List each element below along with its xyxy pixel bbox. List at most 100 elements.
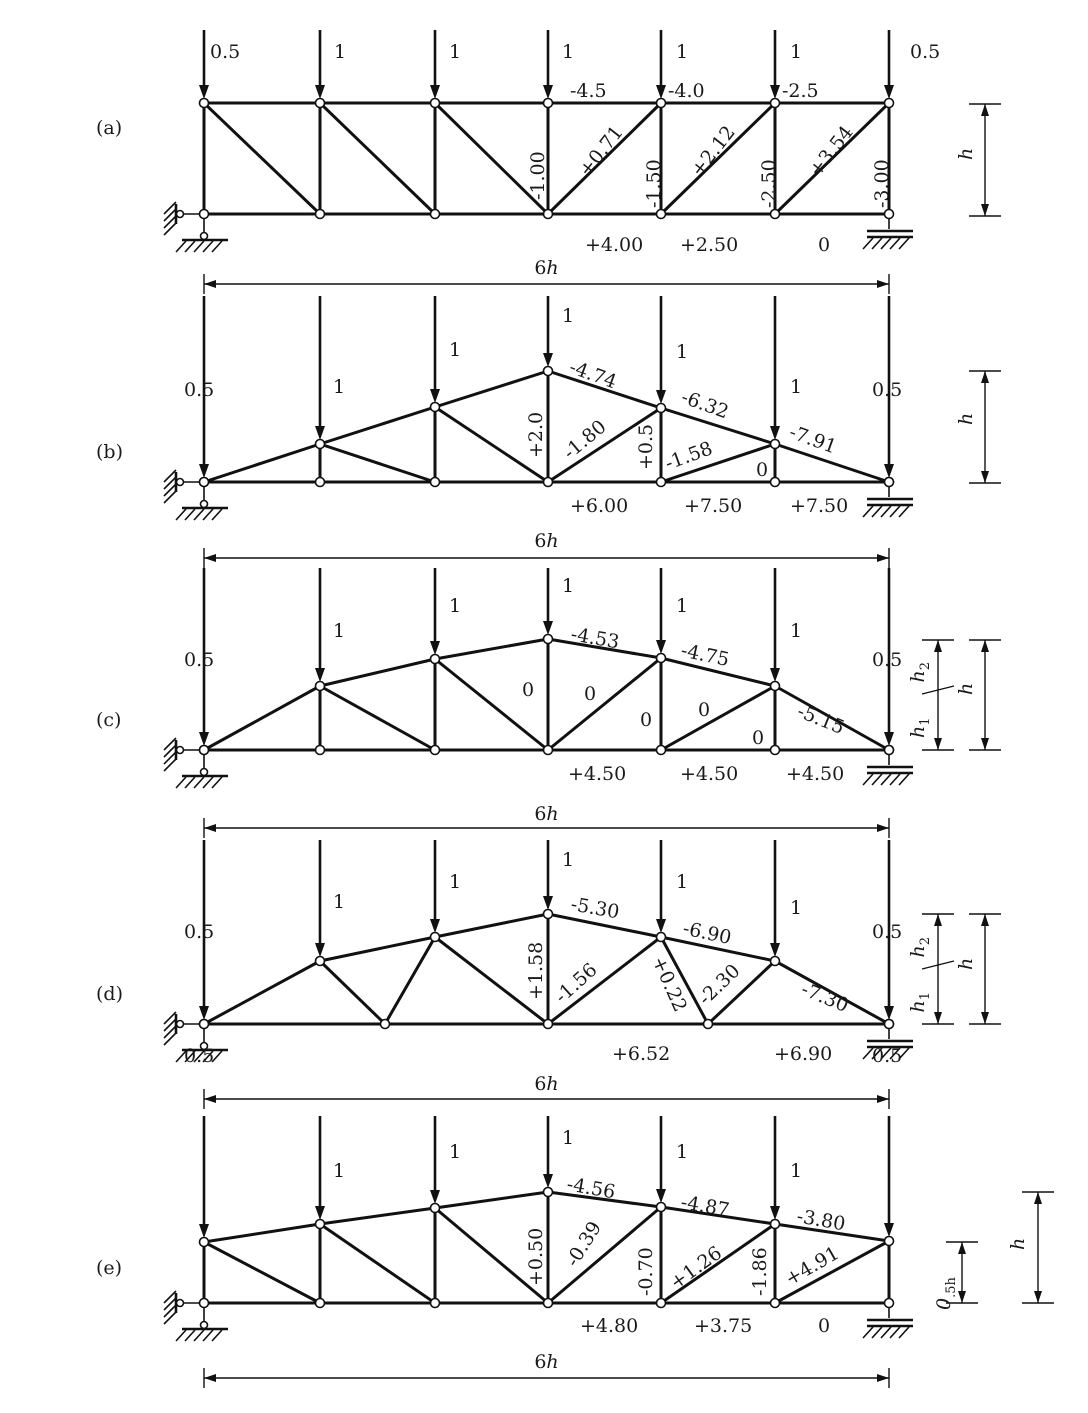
load-label: 1 xyxy=(333,620,345,642)
member-force-label: -6.32 xyxy=(678,386,731,423)
member-force-label: +4.00 xyxy=(585,234,643,256)
member-force-label: +2.0 xyxy=(525,412,547,458)
truss-node xyxy=(429,653,441,665)
truss-node xyxy=(883,1297,895,1309)
truss-member xyxy=(202,1222,322,1244)
load-label: 1 xyxy=(333,1160,345,1182)
member-force-label: -1.86 xyxy=(749,1247,771,1296)
load-label: 1 xyxy=(676,871,688,893)
truss-node xyxy=(655,744,667,756)
load-arrow: 1 xyxy=(656,296,688,404)
truss-node xyxy=(542,1186,554,1198)
height-dimension: h xyxy=(955,103,1001,217)
height-dimension: h xyxy=(955,913,1001,1025)
member-force-label: -4.0 xyxy=(668,80,705,102)
truss-node xyxy=(655,931,667,943)
load-arrow-head xyxy=(315,668,325,682)
truss-member xyxy=(433,369,550,409)
truss-node xyxy=(314,955,326,967)
member-force-label: +4.50 xyxy=(680,763,738,785)
roller-support xyxy=(862,755,913,786)
load-arrow-head xyxy=(543,353,553,367)
truss-node xyxy=(769,208,781,220)
load-label: 1 xyxy=(449,595,461,617)
height-label-half: 0.5h xyxy=(933,1277,959,1310)
member-force-label: -1.58 xyxy=(662,437,715,474)
span-dimension: 6h xyxy=(203,1073,890,1109)
load-arrow: 0.5 xyxy=(184,296,214,478)
truss-member xyxy=(433,405,550,484)
roller-support xyxy=(862,1308,913,1339)
sub-height-dimension xyxy=(922,639,954,751)
member-force-label: +2.50 xyxy=(680,234,738,256)
load-arrow: 1 xyxy=(656,1116,688,1203)
truss-node xyxy=(198,476,210,488)
pin-support xyxy=(163,469,228,521)
truss-member xyxy=(202,1240,322,1305)
member-force-label: +7.50 xyxy=(790,495,848,517)
truss-node xyxy=(769,1218,781,1230)
load-label: 1 xyxy=(676,1141,688,1163)
load-label: 0.5 xyxy=(910,41,940,63)
load-arrow-head xyxy=(656,1189,666,1203)
load-arrow-head xyxy=(770,426,780,440)
load-arrow: 1 xyxy=(656,30,688,99)
member-force-label: +4.50 xyxy=(786,763,844,785)
truss-panel-a: (a) 0.5 1 1 1 1 1 0.5 -4.5 -4.0 -2.5 -1.00 +0.71 -1.5… xyxy=(96,30,1001,294)
height-label-h1: h1 xyxy=(907,992,933,1013)
truss-member xyxy=(318,405,437,446)
load-arrow: 1 xyxy=(770,296,802,440)
load-arrow-head xyxy=(770,85,780,99)
load-label: 1 xyxy=(676,595,688,617)
truss-node xyxy=(198,97,210,109)
load-arrow: 1 xyxy=(543,568,574,635)
height-label: h xyxy=(955,958,977,970)
truss-node xyxy=(655,1297,667,1309)
load-arrow: 1 xyxy=(770,568,802,682)
load-arrow-head xyxy=(430,1190,440,1204)
truss-member xyxy=(546,637,663,660)
truss-member xyxy=(659,656,777,688)
load-arrow: 1 xyxy=(315,30,346,99)
load-arrow: 1 xyxy=(430,296,461,403)
load-arrow-head xyxy=(315,1206,325,1220)
truss-node xyxy=(769,97,781,109)
span-dimension: 6h xyxy=(203,803,890,838)
load-arrow-head xyxy=(543,621,553,635)
truss-node xyxy=(769,744,781,756)
member-force-label: -2.50 xyxy=(758,159,780,208)
truss-node xyxy=(769,476,781,488)
truss-node xyxy=(883,476,895,488)
truss-member xyxy=(706,959,777,1026)
truss-member xyxy=(773,1239,891,1305)
load-label: 0.5 xyxy=(184,649,214,671)
load-arrow-head xyxy=(543,896,553,910)
load-arrow-head xyxy=(656,640,666,654)
truss-node xyxy=(429,208,441,220)
load-arrow-head xyxy=(884,85,894,99)
truss-member xyxy=(659,1205,777,1226)
load-label: 1 xyxy=(562,849,574,871)
truss-member xyxy=(433,912,550,939)
member-force-label: -1.00 xyxy=(527,151,549,200)
truss-member xyxy=(546,935,663,1026)
truss-node xyxy=(655,652,667,664)
load-label: 1 xyxy=(790,376,802,398)
truss-member xyxy=(546,1205,663,1305)
truss-node xyxy=(542,365,554,377)
truss-member xyxy=(546,406,663,484)
member-force-label: +1.58 xyxy=(525,942,547,1000)
span-label: 6h xyxy=(534,1351,558,1373)
load-arrow-head xyxy=(199,464,209,478)
truss-member xyxy=(318,684,437,752)
span-dimension: 6h xyxy=(203,530,890,568)
load-arrow-head xyxy=(315,85,325,99)
truss-node xyxy=(314,97,326,109)
member-force-label: +4.80 xyxy=(580,1315,638,1337)
member-force-label: 0 xyxy=(752,727,764,749)
truss-node xyxy=(655,1201,667,1213)
truss-member xyxy=(318,1206,437,1226)
load-arrow: 1 xyxy=(430,1116,461,1204)
